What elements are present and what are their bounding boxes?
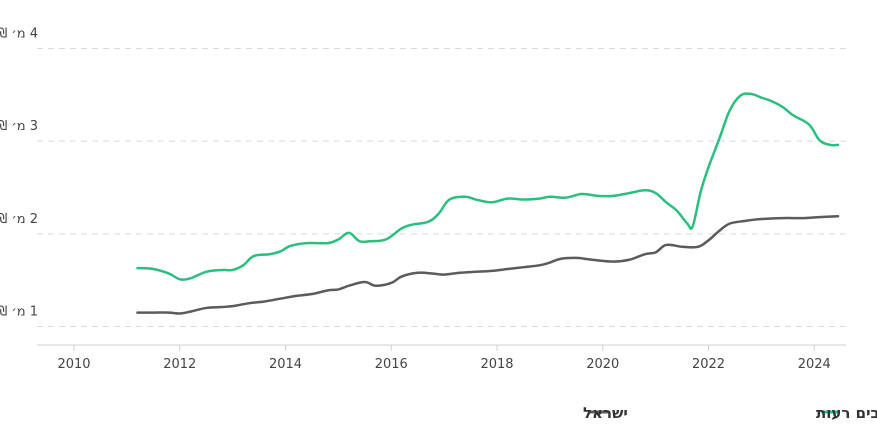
x-axis: [37, 344, 846, 351]
legend-label-0[interactable]: מודיעין מכבים רעות: [816, 404, 877, 422]
y-axis-labels: 1 מ׳ ₪ 2 מ׳ ₪ 3 מ׳ ₪ 4 מ׳ ₪: [0, 27, 38, 320]
x-tick-label-2014: 2014: [269, 357, 302, 372]
x-tick-label-2020: 2020: [586, 357, 619, 372]
series-lines: [136, 92, 840, 315]
series-line-0: [136, 92, 840, 281]
grid-lines: [37, 48, 846, 327]
y-tick-label-4: 4 מ׳ ₪: [0, 27, 38, 42]
x-tick-label-2024: 2024: [798, 357, 831, 372]
y-tick-label-2: 2 מ׳ ₪: [0, 212, 38, 227]
x-tick-label-2018: 2018: [480, 357, 513, 372]
x-tick-label-2022: 2022: [692, 357, 725, 372]
legend: מודיעין מכבים רעות ישראל: [583, 404, 877, 422]
x-tick-label-2012: 2012: [163, 357, 196, 372]
y-tick-label-3: 3 מ׳ ₪: [0, 119, 38, 134]
x-tick-label-2010: 2010: [57, 357, 90, 372]
legend-label-1[interactable]: ישראל: [583, 404, 628, 422]
x-axis-labels: 2010 2012 2014 2016 2018 2020 2022 2024: [57, 357, 830, 372]
y-tick-label-1: 1 מ׳ ₪: [0, 304, 38, 319]
x-tick-label-2016: 2016: [375, 357, 408, 372]
series-line-1: [136, 214, 840, 315]
